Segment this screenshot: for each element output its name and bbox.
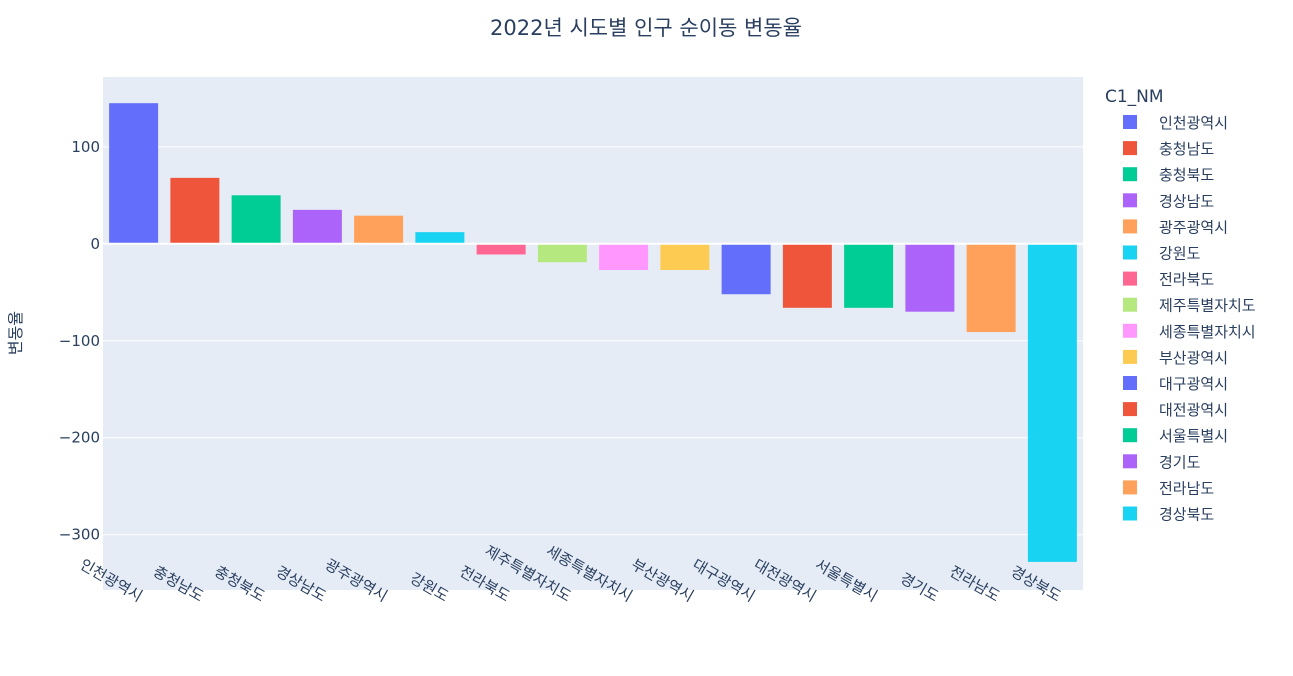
legend-label: 경상북도	[1159, 506, 1214, 524]
legend-item[interactable]: 경상북도	[1123, 506, 1214, 524]
legend-swatch	[1123, 454, 1137, 469]
legend-swatch	[1123, 402, 1137, 417]
y-tick-labels: 100 0 −100 −200 −300	[59, 138, 100, 544]
legend-label: 세종특별자치시	[1159, 323, 1256, 341]
legend-swatch	[1123, 115, 1137, 129]
legend-item[interactable]: 서울특별시	[1123, 427, 1228, 445]
bar-10[interactable]	[660, 243, 710, 270]
bar-12[interactable]	[782, 243, 832, 308]
legend-swatch	[1123, 506, 1137, 521]
legend-swatch	[1123, 428, 1137, 443]
bar-2[interactable]	[170, 177, 220, 244]
y-tick-label: −100	[59, 332, 100, 350]
legend-label: 충청북도	[1159, 166, 1214, 184]
legend-label: 전라남도	[1159, 479, 1214, 497]
legend-label: 전라북도	[1159, 271, 1214, 289]
bar-7[interactable]	[476, 243, 526, 255]
bar-11[interactable]	[721, 243, 771, 295]
legend-item[interactable]: 대구광역시	[1123, 375, 1228, 393]
y-tick-label: 100	[71, 138, 100, 156]
legend[interactable]: 인천광역시충청남도충청북도경상남도광주광역시강원도전라북도제주특별자치도세종특별…	[1123, 114, 1256, 524]
legend-item[interactable]: 제주특별자치도	[1123, 297, 1256, 315]
legend-label: 강원도	[1159, 245, 1201, 263]
bar-5[interactable]	[354, 215, 404, 244]
legend-swatch	[1123, 219, 1137, 234]
legend-item[interactable]: 광주광역시	[1123, 218, 1228, 236]
y-tick-label: −200	[59, 429, 100, 447]
legend-item[interactable]: 충청남도	[1123, 140, 1214, 158]
bar-13[interactable]	[844, 243, 894, 308]
legend-swatch	[1123, 245, 1137, 260]
bar-15[interactable]	[966, 243, 1016, 333]
legend-label: 대전광역시	[1159, 401, 1228, 419]
y-tick-label: 0	[90, 235, 100, 253]
legend-title: C1_NM	[1105, 87, 1164, 107]
bar-14[interactable]	[905, 243, 955, 312]
legend-label: 대구광역시	[1159, 375, 1228, 393]
legend-label: 광주광역시	[1159, 218, 1228, 236]
legend-swatch	[1123, 480, 1137, 495]
legend-item[interactable]: 부산광역시	[1123, 349, 1228, 367]
bar-4[interactable]	[292, 209, 342, 244]
legend-item[interactable]: 인천광역시	[1123, 114, 1228, 132]
legend-swatch	[1123, 271, 1137, 286]
legend-label: 서울특별시	[1159, 427, 1228, 445]
bar-9[interactable]	[599, 243, 649, 270]
legend-item[interactable]: 강원도	[1123, 245, 1201, 263]
bar-3[interactable]	[231, 195, 281, 244]
legend-swatch	[1123, 323, 1137, 338]
legend-label: 부산광역시	[1159, 349, 1228, 367]
legend-item[interactable]: 충청북도	[1123, 166, 1214, 184]
legend-swatch	[1123, 297, 1137, 312]
bar-6[interactable]	[415, 232, 465, 244]
chart-title: 2022년 시도별 인구 순이동 변동율	[490, 16, 802, 40]
y-tick-label: −300	[59, 526, 100, 544]
legend-label: 인천광역시	[1159, 114, 1228, 132]
legend-label: 제주특별자치도	[1159, 297, 1256, 315]
legend-label: 경기도	[1159, 453, 1201, 471]
legend-item[interactable]: 전라북도	[1123, 271, 1214, 289]
plot-area	[103, 77, 1083, 590]
legend-item[interactable]: 세종특별자치시	[1123, 323, 1256, 341]
bar-8[interactable]	[537, 243, 587, 263]
gridlines	[103, 146, 1083, 536]
legend-label: 충청남도	[1159, 140, 1214, 158]
legend-swatch	[1123, 167, 1137, 182]
y-axis-title: 변동율	[6, 311, 25, 355]
bars	[109, 103, 1077, 562]
legend-swatch	[1123, 141, 1137, 156]
legend-swatch	[1123, 193, 1137, 208]
legend-item[interactable]: 대전광역시	[1123, 401, 1228, 419]
legend-label: 경상남도	[1159, 192, 1214, 210]
legend-swatch	[1123, 349, 1137, 364]
legend-item[interactable]: 경상남도	[1123, 192, 1214, 210]
legend-swatch	[1123, 376, 1137, 390]
bar-1[interactable]	[109, 103, 159, 244]
bar-16[interactable]	[1027, 243, 1077, 562]
legend-item[interactable]: 경기도	[1123, 453, 1201, 471]
legend-item[interactable]: 전라남도	[1123, 479, 1214, 497]
